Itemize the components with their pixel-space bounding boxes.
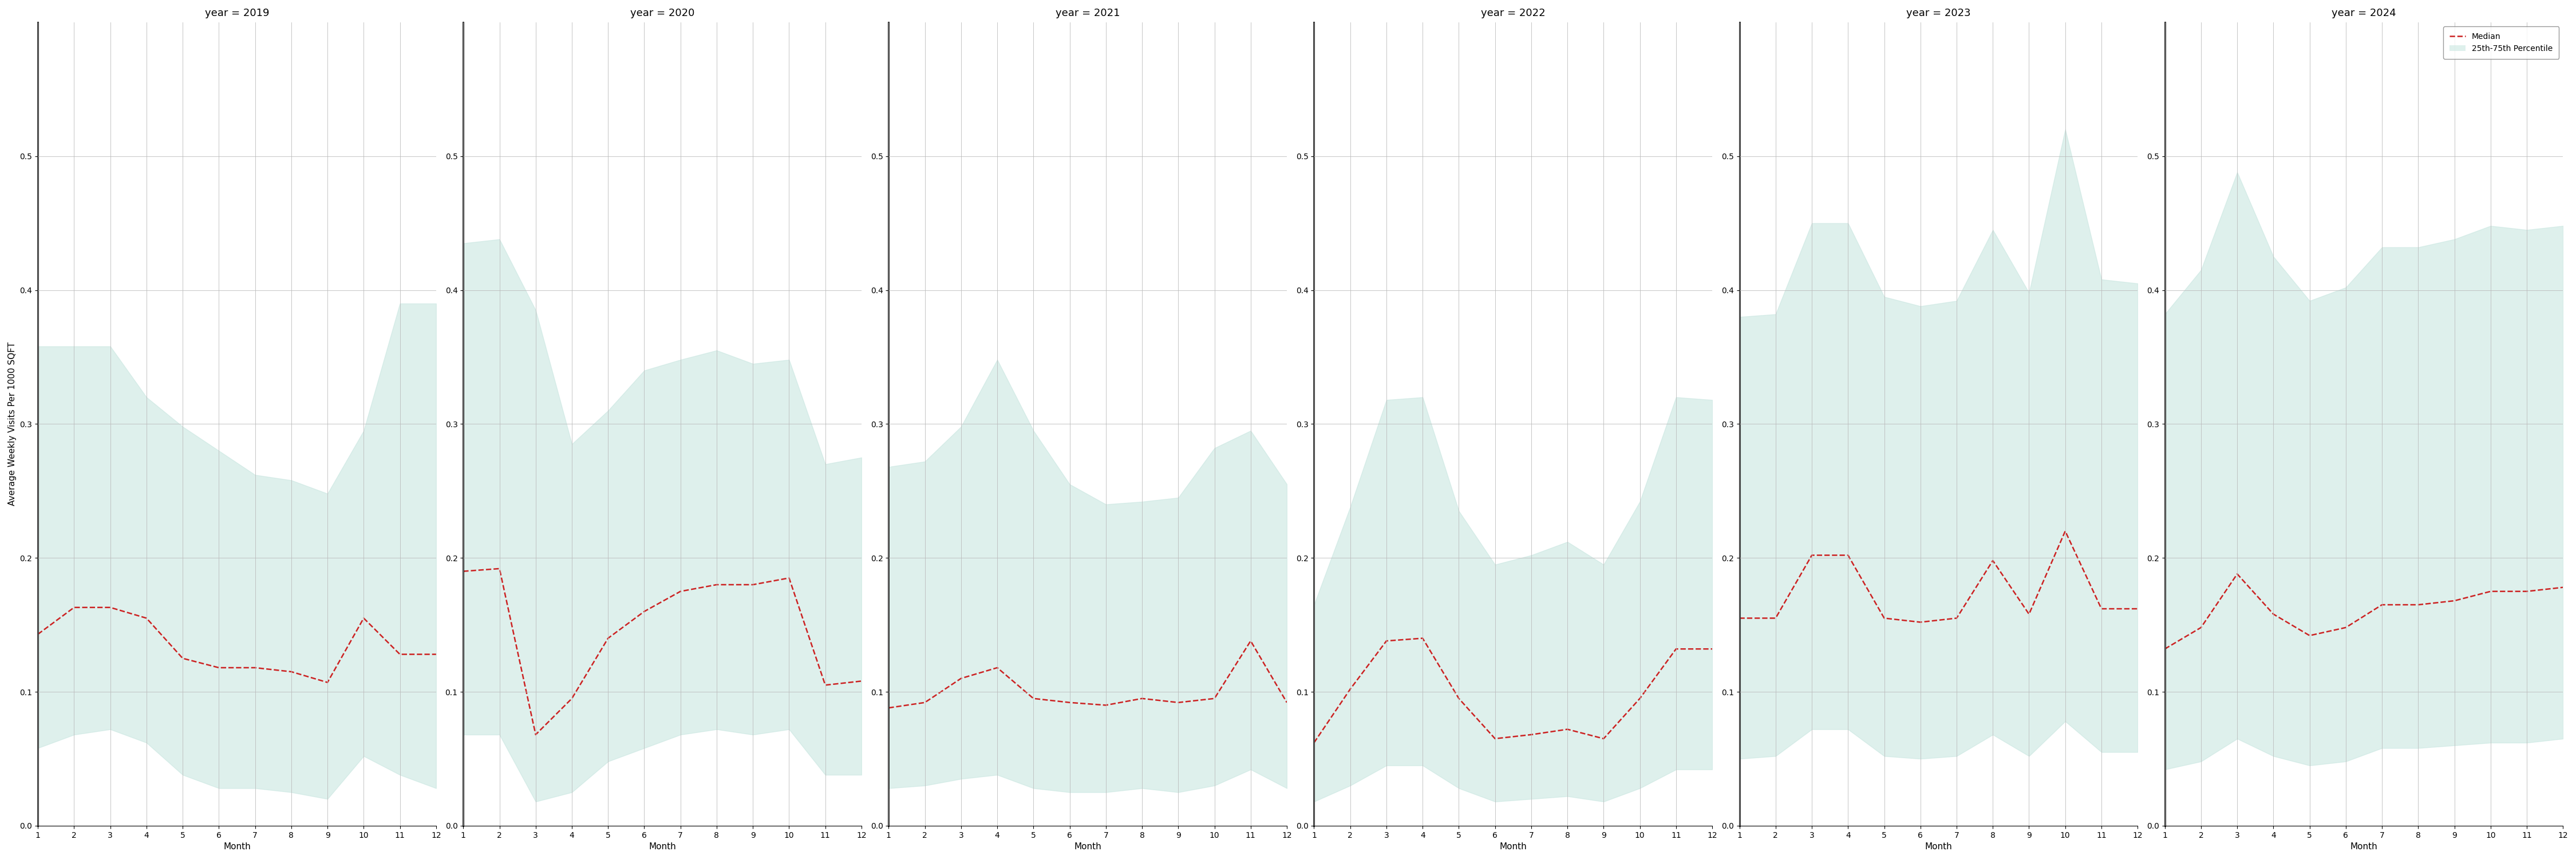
Title: year = 2023: year = 2023 xyxy=(1906,8,1971,18)
X-axis label: Month: Month xyxy=(224,843,250,851)
Title: year = 2019: year = 2019 xyxy=(204,8,268,18)
Median xyxy=(1018,693,1048,704)
Median xyxy=(1906,617,1937,627)
Median xyxy=(1054,698,1084,708)
Median xyxy=(1759,613,1790,624)
Median xyxy=(384,649,415,660)
Median xyxy=(1198,693,1229,704)
Median xyxy=(809,680,840,691)
Median xyxy=(592,633,623,643)
Median xyxy=(2548,582,2576,593)
Median xyxy=(2221,569,2251,579)
Median xyxy=(2367,600,2398,610)
Median xyxy=(1723,613,1754,624)
Median xyxy=(2295,631,2326,641)
Median xyxy=(701,580,732,590)
Median xyxy=(2087,604,2117,614)
Median xyxy=(1625,693,1656,704)
Median xyxy=(945,673,976,684)
Median xyxy=(23,629,54,639)
X-axis label: Month: Month xyxy=(1074,843,1103,851)
Median xyxy=(1662,643,1692,654)
Line: Median: Median xyxy=(1739,531,2138,622)
Line: Median: Median xyxy=(464,569,860,734)
Median xyxy=(2148,643,2179,654)
Legend: Median, 25th-75th Percentile: Median, 25th-75th Percentile xyxy=(2442,27,2558,59)
Median xyxy=(1370,636,1401,646)
Median xyxy=(312,677,343,687)
Median xyxy=(95,602,126,612)
Line: Median: Median xyxy=(39,607,435,682)
X-axis label: Month: Month xyxy=(1499,843,1528,851)
Median xyxy=(59,602,90,612)
Median xyxy=(1479,734,1510,744)
Median xyxy=(773,573,804,583)
Median xyxy=(737,580,768,590)
Line: Median: Median xyxy=(2164,574,2563,649)
Median xyxy=(2512,586,2543,596)
Median xyxy=(484,564,515,574)
Median xyxy=(1334,684,1365,694)
Median xyxy=(2476,586,2506,596)
Median xyxy=(629,606,659,617)
Median xyxy=(1978,556,2009,566)
Median xyxy=(1126,693,1157,704)
Median xyxy=(1868,613,1899,624)
Title: year = 2022: year = 2022 xyxy=(1481,8,1546,18)
Median xyxy=(1090,700,1121,710)
Median xyxy=(981,662,1012,673)
Median xyxy=(1443,693,1473,704)
Median xyxy=(1298,738,1329,748)
Y-axis label: Average Weekly Visits Per 1000 SQFT: Average Weekly Visits Per 1000 SQFT xyxy=(8,342,15,506)
Median xyxy=(276,667,307,677)
Median xyxy=(1515,729,1546,740)
Median xyxy=(2331,623,2362,633)
Median xyxy=(2014,609,2045,619)
Median xyxy=(665,586,696,596)
Median xyxy=(448,566,479,576)
Median xyxy=(2259,609,2290,619)
Median xyxy=(167,653,198,663)
Median xyxy=(1795,550,1826,560)
Median xyxy=(2184,623,2215,633)
Title: year = 2021: year = 2021 xyxy=(1056,8,1121,18)
X-axis label: Month: Month xyxy=(2349,843,2378,851)
Median xyxy=(2123,604,2154,614)
Median xyxy=(2403,600,2434,610)
Median xyxy=(348,613,379,624)
Median xyxy=(556,693,587,704)
Median xyxy=(1162,698,1193,708)
Median xyxy=(520,729,551,740)
Median xyxy=(2439,595,2470,606)
Median xyxy=(1236,636,1267,646)
Median xyxy=(2050,526,2081,536)
Median xyxy=(1698,643,1728,654)
Median xyxy=(1406,633,1437,643)
Line: Median: Median xyxy=(1314,638,1713,743)
Median xyxy=(420,649,451,660)
Median xyxy=(1551,724,1582,734)
Median xyxy=(1942,613,1973,624)
Title: year = 2024: year = 2024 xyxy=(2331,8,2396,18)
X-axis label: Month: Month xyxy=(649,843,675,851)
Median xyxy=(204,662,234,673)
Title: year = 2020: year = 2020 xyxy=(631,8,696,18)
Median xyxy=(873,703,904,713)
X-axis label: Month: Month xyxy=(1924,843,1953,851)
Median xyxy=(1273,698,1303,708)
Median xyxy=(131,613,162,624)
Median xyxy=(845,676,876,686)
Median xyxy=(909,698,940,708)
Median xyxy=(1589,734,1620,744)
Median xyxy=(240,662,270,673)
Median xyxy=(1832,550,1862,560)
Line: Median: Median xyxy=(889,641,1288,708)
